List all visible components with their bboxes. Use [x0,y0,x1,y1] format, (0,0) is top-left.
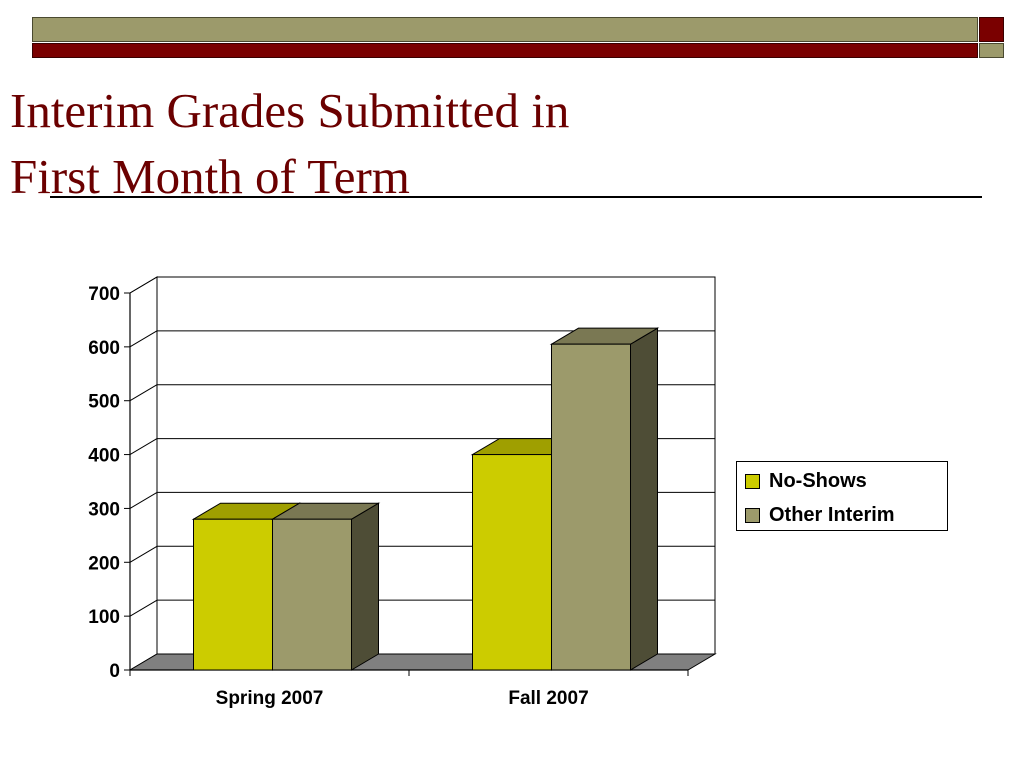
bar-other-interim [551,343,631,671]
gridline-side [129,276,158,294]
bar-side-other-interim [351,502,379,671]
x-tick-label: Fall 2007 [508,688,588,709]
legend-label: Other Interim [769,503,895,526]
slide-title-line-1: Interim Grades Submitted in [10,83,570,138]
y-tick-label: 0 [109,661,120,682]
y-tick-label: 400 [88,446,120,467]
chart-side-wall [129,276,158,671]
y-tick-label: 600 [88,338,120,359]
legend-item: No-Shows [745,469,867,493]
y-tick-label: 200 [88,553,120,574]
chart-legend: No-Shows Other Interim [736,461,948,531]
y-tick-label: 700 [88,284,120,305]
y-tick-label: 500 [88,392,120,413]
slide-title: Interim Grades Submitted in First Month … [10,78,569,210]
slide-title-line-2: First Month of Term [10,149,410,204]
header-square-red [979,17,1004,42]
legend-swatch [745,507,760,523]
bar-no-shows [193,518,273,671]
gridline-side [129,384,158,402]
y-tick-label: 300 [88,499,120,520]
title-underline [50,196,982,198]
header-square-olive [979,43,1004,58]
gridline-side [129,599,158,617]
gridline-side [129,491,158,509]
gridline-side [129,438,158,456]
header-band-olive [32,17,978,42]
y-tick-label: 100 [88,607,120,628]
gridline-side [129,545,158,563]
legend-item: Other Interim [745,503,895,527]
legend-swatch [745,473,760,489]
legend-label: No-Shows [769,469,867,492]
bar-no-shows [472,454,552,671]
x-tick-label: Spring 2007 [216,688,324,709]
header-band-red [32,43,978,58]
bar-other-interim [272,518,352,671]
bar-side-other-interim [630,327,658,671]
gridline-side [129,330,158,348]
